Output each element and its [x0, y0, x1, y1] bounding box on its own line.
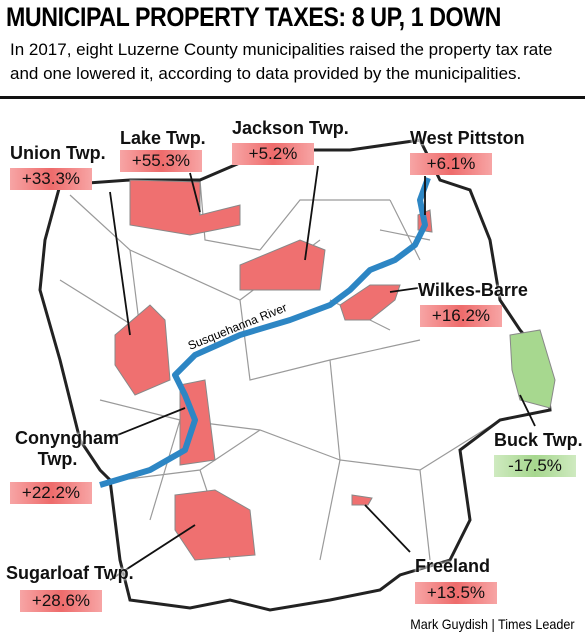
river	[99, 176, 431, 488]
municipality-name: Sugarloaf Twp.	[6, 563, 134, 583]
municipality-name: Wilkes-Barre	[418, 280, 528, 300]
raised-municipalities	[114, 179, 433, 561]
tax-change: +13.5%	[415, 582, 497, 604]
lowered-municipality	[509, 329, 556, 409]
municipality-name: Jackson Twp.	[232, 118, 349, 138]
tax-change: +6.1%	[410, 153, 492, 175]
tax-change: +5.2%	[232, 143, 314, 165]
tax-change: -17.5%	[494, 455, 576, 477]
credit: Mark Guydish | Times Leader	[410, 616, 575, 632]
subtitle: In 2017, eight Luzerne County municipali…	[10, 40, 553, 83]
tax-change: +22.2%	[10, 482, 92, 504]
municipality-name: Freeland	[415, 556, 491, 576]
municipality-name: Conyngham Twp.	[15, 428, 120, 469]
tax-change: +55.3%	[120, 150, 202, 172]
tax-change: +16.2%	[420, 305, 502, 327]
tax-change: +33.3%	[10, 168, 92, 190]
municipality-name: Union Twp.	[10, 143, 106, 163]
municipality-name: Lake Twp.	[120, 128, 206, 148]
municipality-name: Buck Twp.	[494, 430, 583, 450]
leader-lines	[109, 165, 536, 581]
municipality-name: West Pittston	[410, 128, 525, 148]
title: MUNICIPAL PROPERTY TAXES: 8 UP, 1 DOWN	[6, 2, 502, 32]
tax-change: +28.6%	[20, 590, 102, 612]
rule	[0, 96, 585, 99]
county-outline	[38, 138, 552, 612]
